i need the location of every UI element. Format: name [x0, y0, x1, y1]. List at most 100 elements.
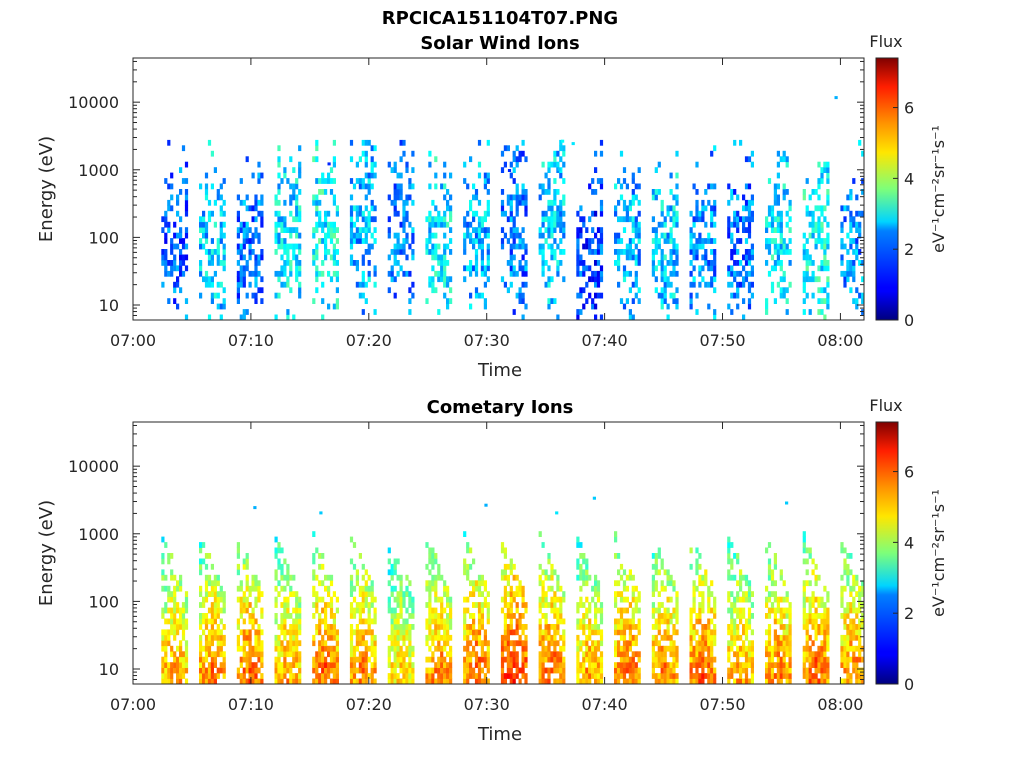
spectrogram-cell [242, 651, 246, 658]
spectrogram-cell [805, 634, 809, 641]
spectrogram-cell [518, 618, 522, 625]
spectrogram-cell [840, 634, 844, 641]
spectrogram-cell [692, 591, 696, 597]
spectrogram-cell [254, 298, 258, 304]
spectrogram-cell [411, 292, 415, 299]
spectrogram-cell [370, 640, 374, 647]
spectrogram-cell [811, 673, 815, 679]
spectrogram-cell [858, 221, 862, 228]
spectrogram-cell [619, 607, 624, 614]
spectrogram-cell [393, 629, 397, 636]
spectrogram-cell [805, 656, 809, 663]
spectrogram-cell [710, 678, 714, 685]
spectrogram-cell [559, 167, 563, 173]
spectrogram-cell [402, 205, 406, 212]
spectrogram-cell [805, 292, 809, 299]
spectrogram-cell [283, 249, 287, 255]
spectrogram-cell [364, 585, 368, 592]
spectrogram-cell [469, 667, 473, 674]
spectrogram-cell [852, 298, 856, 304]
spectrogram-cell [776, 656, 780, 663]
spectrogram-cell [770, 281, 775, 288]
spectrogram-cell [559, 199, 563, 206]
spectrogram-cell [408, 602, 412, 608]
spectrogram-cell [312, 156, 316, 163]
spectrogram-cell [713, 249, 717, 255]
spectrogram-cell [846, 265, 850, 272]
spectrogram-cell [779, 607, 783, 614]
spectrogram-cell [538, 227, 542, 233]
spectrogram-cell [364, 249, 368, 255]
spectrogram-cell [547, 199, 551, 206]
spectrogram-cell [472, 194, 476, 201]
spectrogram-cell [651, 640, 655, 647]
spectrogram-cell [701, 602, 705, 608]
spectrogram-cell [199, 667, 203, 674]
spectrogram-cell [292, 618, 296, 625]
spectrogram-cell [364, 238, 368, 244]
spectrogram-cell [817, 309, 821, 315]
spectrogram-cell [173, 243, 177, 250]
spectrogram-cell [767, 673, 772, 679]
spectrogram-cell [167, 618, 171, 625]
spectrogram-cell [553, 602, 557, 608]
spectrogram-cell [785, 607, 789, 614]
spectrogram-cell [619, 667, 624, 674]
spectrogram-cell [576, 232, 580, 239]
spectrogram-cell [802, 613, 806, 619]
spectrogram-cell [477, 656, 482, 663]
spectrogram-cell [538, 563, 542, 570]
spectrogram-cell [431, 574, 435, 581]
spectrogram-cell [727, 216, 731, 223]
spectrogram-cell [637, 254, 641, 261]
spectrogram-cell [446, 303, 450, 310]
spectrogram-cell [210, 281, 214, 288]
spectrogram-cell [387, 634, 391, 641]
spectrogram-cell [472, 613, 476, 619]
spectrogram-cell [477, 585, 482, 592]
spectrogram-cell [480, 243, 484, 250]
spectrogram-cell [298, 172, 302, 179]
spectrogram-cell [210, 298, 214, 304]
spectrogram-cell [550, 254, 554, 261]
spectrogram-cell [524, 156, 528, 163]
spectrogram-cell [364, 596, 368, 603]
spectrogram-cell [556, 624, 560, 630]
spectrogram-cell [176, 210, 180, 217]
spectrogram-cell [292, 227, 296, 233]
spectrogram-cell [747, 227, 752, 233]
spectrogram-cell [349, 243, 354, 250]
spectrogram-cell [184, 199, 189, 206]
spectrogram-cell [280, 618, 284, 625]
spectrogram-cell [515, 232, 519, 239]
spectrogram-cell [742, 314, 746, 321]
spectrogram-cell [622, 580, 627, 587]
spectrogram-cell [596, 624, 601, 630]
spectrogram-cell [739, 662, 743, 668]
spectrogram-cell [443, 629, 447, 636]
spectrogram-cell [245, 309, 249, 315]
spectrogram-cell [260, 210, 264, 217]
spectrogram-cell [622, 178, 627, 184]
spectrogram-cell [321, 281, 325, 288]
spectrogram-cell [779, 292, 783, 299]
spectrogram-cell [843, 563, 847, 570]
spectrogram-cell [509, 161, 513, 168]
plot-frame [132, 57, 865, 321]
spectrogram-cell [161, 678, 165, 685]
spectrogram-cell [257, 629, 261, 636]
spectrogram-cell [811, 216, 815, 223]
spectrogram-cell [358, 281, 362, 288]
spectrogram-cell [199, 260, 203, 266]
spectrogram-cell [298, 265, 302, 272]
spectrogram-cell [449, 656, 453, 663]
spectrogram-cell [736, 634, 740, 641]
spectrogram-cell [408, 591, 412, 597]
spectrogram-cell [805, 210, 809, 217]
spectrogram-cell [289, 183, 293, 190]
spectrogram-cell [506, 194, 510, 201]
colorbar-gradient [875, 57, 899, 321]
spectrogram-cell [672, 640, 676, 647]
spectrogram-cell [161, 249, 165, 255]
